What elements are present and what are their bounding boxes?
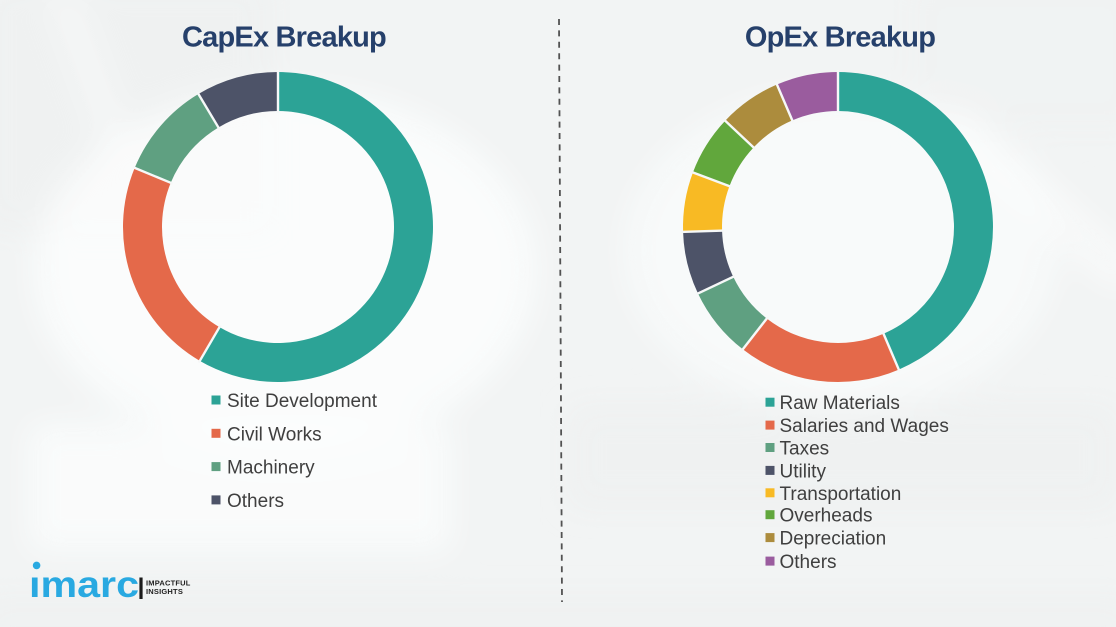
svg-text:Depreciation: Depreciation (780, 529, 887, 550)
svg-text:Transportation: Transportation (780, 484, 902, 505)
svg-text:Civil Works: Civil Works (227, 424, 322, 445)
svg-text:Site Development: Site Development (227, 391, 378, 412)
svg-text:INSIGHTS: INSIGHTS (146, 587, 183, 596)
svg-text:Machinery: Machinery (227, 458, 315, 479)
svg-text:Taxes: Taxes (780, 439, 830, 460)
svg-text:Raw Materials: Raw Materials (780, 393, 900, 414)
svg-text:ımarc: ımarc (29, 564, 139, 605)
svg-text:Salaries and Wages: Salaries and Wages (780, 416, 949, 437)
svg-text:Others: Others (780, 552, 837, 573)
svg-text:Utility: Utility (780, 461, 827, 482)
svg-text:Others: Others (227, 491, 284, 512)
svg-text:IMPACTFUL: IMPACTFUL (146, 579, 191, 588)
svg-text:OpEx Breakup: OpEx Breakup (745, 22, 935, 54)
svg-text:Overheads: Overheads (780, 506, 873, 527)
svg-text:CapEx Breakup: CapEx Breakup (182, 22, 386, 54)
